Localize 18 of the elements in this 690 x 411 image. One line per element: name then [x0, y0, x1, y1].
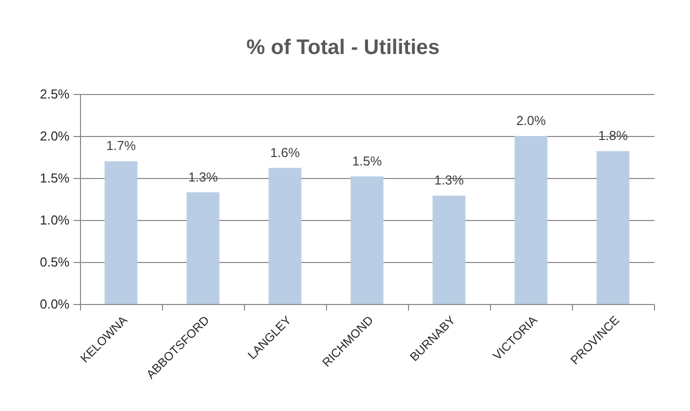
bar: [350, 176, 384, 304]
y-tick-label: 1.5%: [40, 170, 70, 186]
y-tick-label: 0.5%: [40, 254, 70, 270]
bar: [596, 151, 630, 304]
bar: [268, 168, 302, 304]
data-label: 2.0%: [516, 113, 546, 128]
data-label: 1.6%: [270, 144, 300, 160]
bar: [514, 136, 548, 304]
bar: [186, 192, 220, 304]
chart-title: % of Total - Utilities: [246, 36, 440, 59]
bar: [432, 196, 466, 304]
data-label: 1.5%: [352, 153, 382, 168]
y-tick-label: 2.0%: [40, 128, 70, 144]
bar: [104, 161, 138, 304]
y-tick-label: 1.0%: [40, 212, 70, 228]
y-tick-label: 2.5%: [40, 86, 70, 102]
y-tick-label: 0.0%: [40, 296, 70, 312]
data-label: 1.7%: [106, 138, 136, 154]
